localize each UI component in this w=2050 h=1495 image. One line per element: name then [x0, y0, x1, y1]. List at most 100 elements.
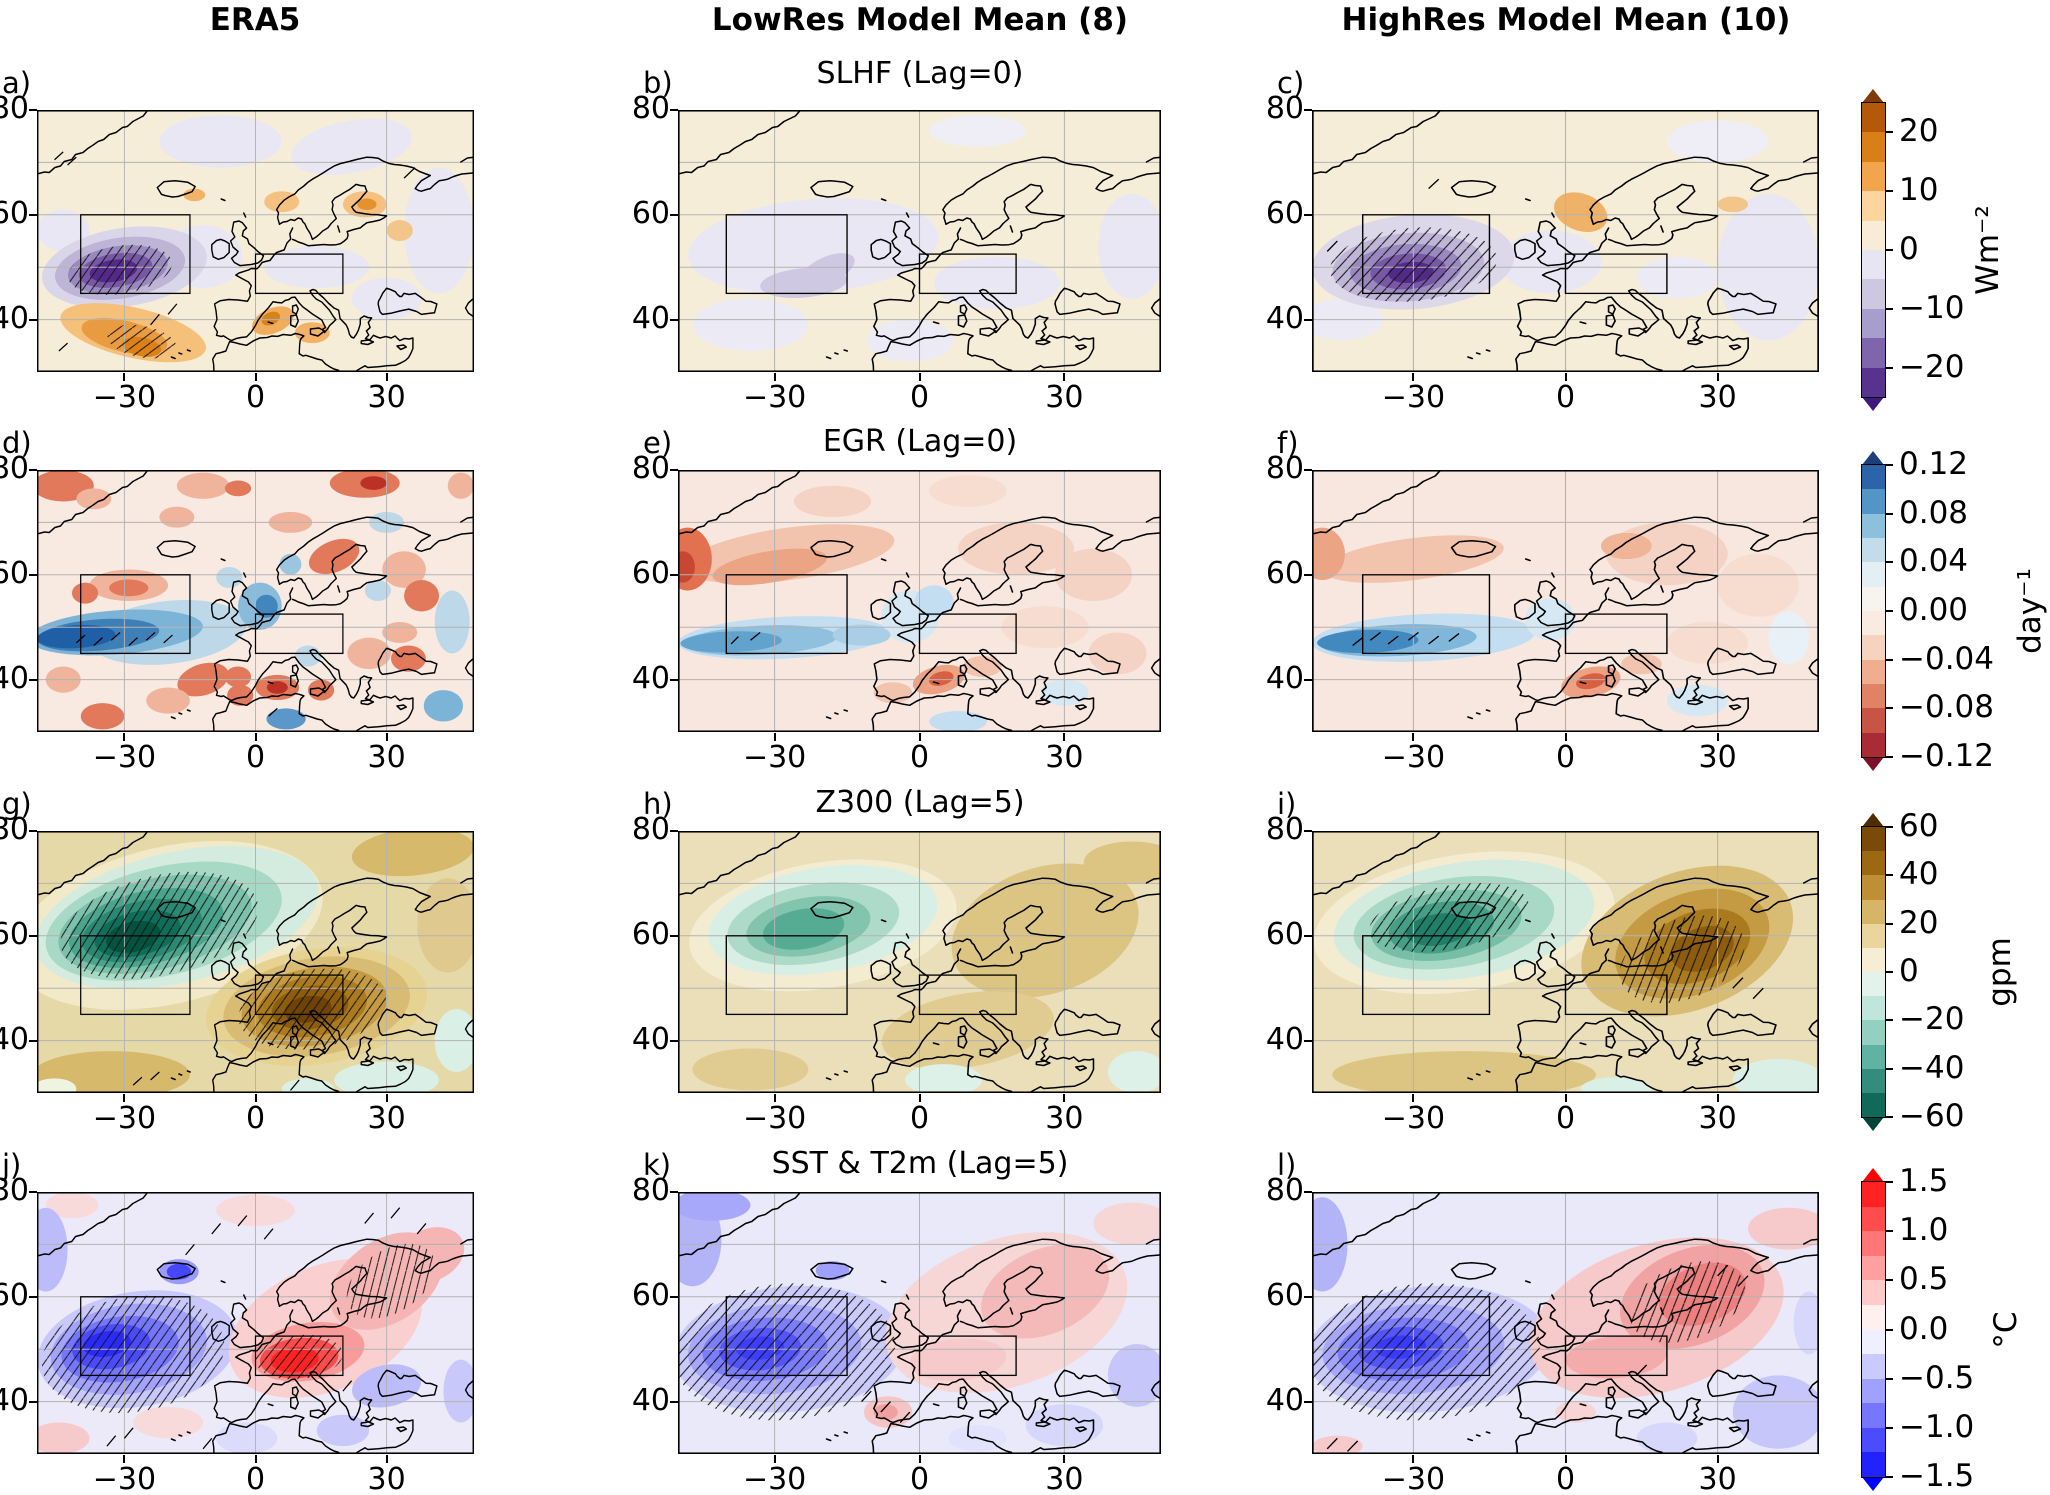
x-tick-label: 0: [1555, 1101, 1576, 1136]
colorbar-tick-label: 0: [1899, 953, 1919, 989]
y-tick-mark: [29, 1191, 37, 1193]
panel-letter-h: h): [643, 787, 673, 821]
panel-letter-e: e): [643, 426, 673, 460]
colorbar-sst-segment: [1862, 1427, 1885, 1453]
colorbar-z300-segment: [1862, 899, 1885, 925]
colorbar-egr-segment: [1862, 611, 1885, 636]
panel-letter-l: l): [1277, 1148, 1297, 1182]
x-tick-mark: [773, 733, 776, 741]
x-tick-mark: [385, 1094, 388, 1102]
colorbar-tick-label: 0.0: [1899, 1310, 1949, 1347]
y-tick-label: 80: [1265, 451, 1304, 486]
colorbar-sst-segment: [1862, 1378, 1885, 1404]
colorbar-sst-segment: [1862, 1206, 1885, 1232]
colorbar-tick-label: 1.5: [1899, 1163, 1949, 1199]
colorbar-tick-mark: [1885, 610, 1893, 612]
x-tick-label: 30: [1045, 740, 1084, 775]
y-tick-label: 40: [0, 1382, 29, 1418]
x-tick-mark: [123, 1455, 126, 1463]
colorbar-tick-label: −40: [1899, 1049, 1965, 1086]
colorbar-tick-label: −10: [1899, 289, 1965, 326]
colorbar-egr-segment: [1862, 465, 1885, 490]
y-tick-mark: [29, 109, 37, 111]
colorbar-tick-mark: [1885, 1476, 1893, 1478]
x-tick-mark: [1564, 1094, 1567, 1102]
x-tick-label: 0: [245, 1101, 266, 1136]
y-tick-mark: [29, 934, 37, 937]
row-title-egr: EGR (Lag=0): [822, 424, 1018, 459]
colorbar-sst-arrow-down: [1862, 1477, 1884, 1491]
x-tick-mark: [385, 373, 388, 381]
colorbar-z300-segment: [1862, 972, 1885, 997]
y-tick-label: 80: [631, 812, 670, 847]
x-tick-label: 30: [1698, 380, 1737, 415]
colorbar-tick-label: 0.08: [1899, 494, 1969, 531]
x-tick-mark: [1063, 1455, 1066, 1463]
panel-letter-b: b): [643, 66, 673, 100]
colorbar-z300-arrow-down: [1862, 1117, 1884, 1131]
x-tick-mark: [385, 733, 388, 741]
y-tick-label: 60: [631, 555, 670, 591]
y-tick-label: 80: [631, 91, 670, 126]
colorbar-z300-segment: [1862, 1020, 1885, 1046]
colorbar-z300-segment: [1862, 875, 1885, 901]
x-tick-mark: [1063, 1094, 1066, 1102]
y-tick-mark: [29, 213, 37, 216]
panel-letter-d: d): [2, 426, 32, 460]
x-tick-label: 30: [1698, 1462, 1737, 1495]
y-tick-mark: [1304, 678, 1312, 681]
y-tick-mark: [1304, 469, 1312, 471]
colorbar-z300-segment: [1862, 1068, 1885, 1094]
colorbar-sst-segment: [1862, 1255, 1885, 1281]
x-tick-label: 30: [1698, 1101, 1737, 1136]
colorbar-sst-arrow-up: [1862, 1168, 1884, 1182]
x-tick-label: −30: [742, 1462, 807, 1495]
x-tick-label: 0: [909, 1101, 930, 1136]
x-tick-label: 30: [1045, 380, 1084, 415]
x-tick-mark: [1063, 733, 1066, 741]
colorbar-tick-label: −20: [1899, 348, 1965, 385]
x-tick-label: 30: [367, 740, 406, 775]
row-title-sst: SST & T2m (Lag=5): [771, 1146, 1069, 1181]
column-header-highres: HighRes Model Mean (10): [1341, 2, 1791, 38]
y-tick-label: 40: [631, 1021, 670, 1057]
x-tick-mark: [1412, 733, 1415, 741]
colorbar-tick-mark: [1885, 1067, 1893, 1070]
colorbar-tick-mark: [1885, 874, 1893, 877]
x-tick-label: 0: [245, 1462, 266, 1495]
x-tick-mark: [254, 373, 257, 381]
x-tick-label: −30: [92, 1462, 157, 1495]
x-tick-mark: [1063, 373, 1066, 381]
y-tick-mark: [670, 678, 678, 681]
x-tick-label: −30: [1381, 380, 1446, 415]
colorbar-slhf-segment: [1862, 161, 1885, 192]
colorbar-tick-label: 20: [1899, 904, 1939, 941]
colorbar-z300-segment: [1862, 1092, 1885, 1118]
colorbar-slhf-segment: [1862, 279, 1885, 310]
x-tick-mark: [123, 1094, 126, 1102]
colorbar-tick-mark: [1885, 971, 1893, 973]
colorbar-tick-mark: [1885, 1019, 1893, 1022]
colorbar-tick-mark: [1885, 658, 1893, 661]
x-tick-mark: [1716, 373, 1719, 381]
colorbar-egr-segment: [1862, 538, 1885, 563]
x-tick-mark: [918, 733, 921, 741]
colorbar-slhf-segment: [1862, 132, 1885, 163]
colorbar-sst-outline: [1860, 1180, 1886, 1478]
y-tick-mark: [1304, 1191, 1312, 1193]
row-title-z300: Z300 (Lag=5): [815, 785, 1025, 820]
colorbar-slhf-arrow-up: [1862, 89, 1884, 103]
colorbar-tick-mark: [1885, 922, 1893, 925]
y-tick-mark: [670, 1191, 678, 1193]
colorbar-egr-segment: [1862, 489, 1885, 515]
x-tick-mark: [1564, 373, 1567, 381]
x-tick-mark: [123, 733, 126, 741]
y-tick-mark: [670, 109, 678, 111]
x-tick-label: 30: [1045, 1101, 1084, 1136]
y-tick-label: 40: [0, 660, 29, 696]
x-tick-mark: [254, 733, 257, 741]
y-tick-label: 40: [631, 660, 670, 696]
y-tick-mark: [29, 678, 37, 681]
colorbar-slhf-segment: [1862, 338, 1885, 369]
